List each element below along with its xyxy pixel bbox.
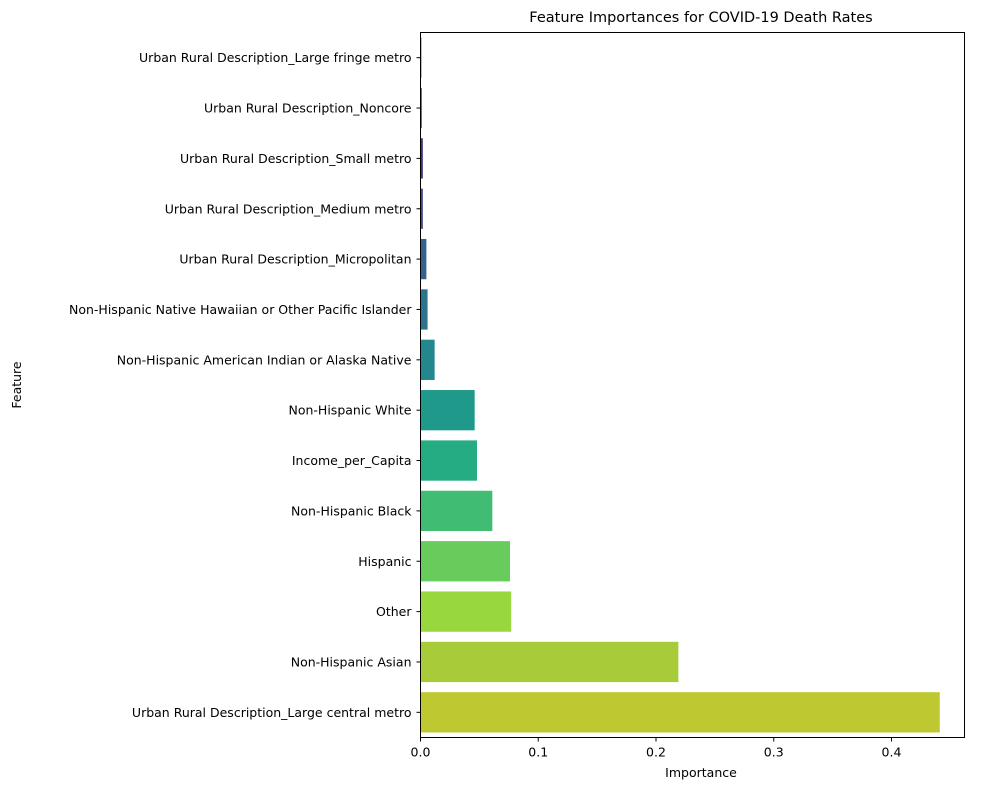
y-tick-label: Non-Hispanic American Indian or Alaska N…: [117, 352, 412, 367]
x-tick-label: 0.3: [764, 745, 784, 760]
x-tick-label: 0.1: [528, 745, 548, 760]
y-axis-label: Feature: [9, 361, 24, 409]
y-tick-label: Non-Hispanic Asian: [291, 654, 412, 669]
y-tick-label: Urban Rural Description_Small metro: [180, 151, 411, 166]
x-tick-label: 0.0: [411, 745, 431, 760]
chart-title: Feature Importances for COVID-19 Death R…: [529, 10, 872, 26]
bar: [420, 339, 435, 380]
x-tick-label: 0.4: [882, 745, 902, 760]
y-tick-label: Urban Rural Description_Medium metro: [165, 201, 412, 216]
y-axis-ticks: Urban Rural Description_Large fringe met…: [69, 50, 421, 720]
bar: [420, 238, 427, 280]
y-tick-label: Non-Hispanic Black: [291, 503, 412, 518]
y-tick-label: Urban Rural Description_Micropolitan: [179, 252, 411, 267]
bar: [420, 289, 428, 330]
x-axis-label: Importance: [665, 765, 737, 780]
y-tick-label: Urban Rural Description_Noncore: [204, 101, 412, 116]
bar: [420, 591, 512, 632]
y-tick-label: Hispanic: [358, 554, 411, 569]
x-axis-ticks: 0.0 0.1 0.2 0.3 0.4: [411, 737, 902, 760]
y-tick-label: Other: [376, 604, 412, 619]
plot-frame: [420, 32, 965, 738]
bar: [420, 541, 510, 582]
bar: [420, 87, 422, 129]
y-tick-label: Urban Rural Description_Large central me…: [132, 705, 412, 720]
bar: [420, 138, 423, 179]
bar: [420, 188, 423, 229]
y-tick-label: Non-Hispanic Native Hawaiian or Other Pa…: [69, 302, 412, 317]
bar: [420, 490, 493, 532]
bar: [420, 641, 679, 683]
bar: [420, 692, 940, 733]
y-tick-label: Non-Hispanic White: [289, 403, 412, 418]
bar: [420, 390, 475, 431]
x-tick-label: 0.2: [646, 745, 666, 760]
y-tick-label: Urban Rural Description_Large fringe met…: [139, 50, 411, 65]
y-tick-label: Income_per_Capita: [292, 453, 412, 468]
bar: [420, 440, 478, 481]
bars: [420, 37, 940, 733]
